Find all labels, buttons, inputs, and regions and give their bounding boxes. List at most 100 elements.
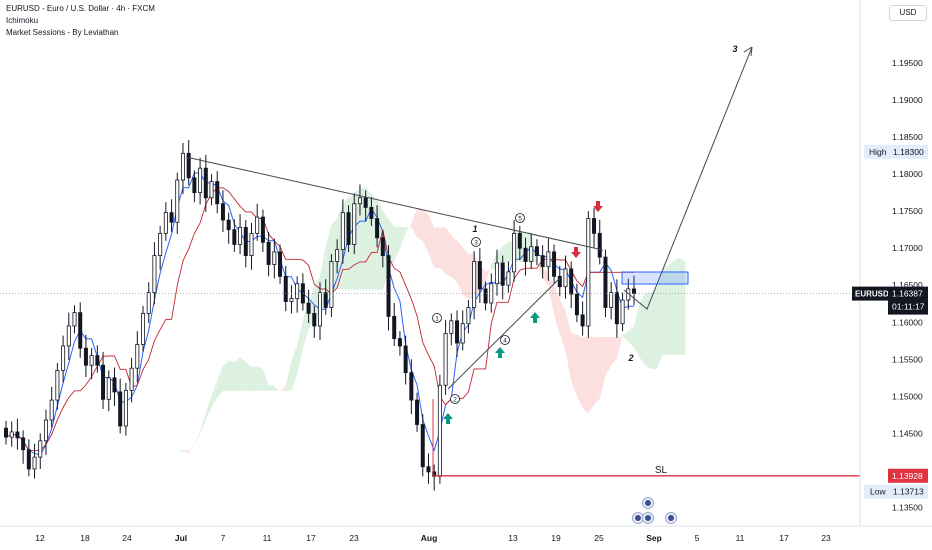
candle-body bbox=[152, 255, 157, 294]
wave-circle bbox=[432, 313, 442, 323]
cloud-segment bbox=[240, 357, 246, 391]
candle-body bbox=[500, 262, 505, 286]
current-price-value: 1.16387 bbox=[892, 289, 923, 299]
time-tick-label: Aug bbox=[421, 533, 438, 543]
candle-body bbox=[466, 307, 471, 325]
time-tick-label: 12 bbox=[35, 533, 45, 543]
candles bbox=[4, 140, 637, 491]
cloud-segment bbox=[451, 235, 458, 282]
candle-body bbox=[403, 345, 408, 374]
candle-body bbox=[158, 232, 163, 256]
projection-label: 3 bbox=[732, 44, 737, 54]
cloud-segment bbox=[542, 268, 549, 287]
candle-body bbox=[118, 391, 123, 427]
time-tick-label: 5 bbox=[695, 533, 700, 543]
price-tick-label: 1.15500 bbox=[892, 354, 923, 364]
cloud-segment bbox=[679, 257, 686, 355]
candle-body bbox=[135, 344, 140, 369]
indicator-market-sessions-label[interactable]: Market Sessions - By Leviathan bbox=[6, 28, 119, 37]
candle-body bbox=[477, 261, 482, 290]
cloud-segment bbox=[576, 334, 583, 409]
candle-body bbox=[283, 275, 288, 302]
cloud-segment bbox=[411, 208, 418, 238]
cloud-segment bbox=[211, 380, 218, 408]
cloud-segment bbox=[274, 385, 281, 393]
cloud-segment bbox=[651, 288, 657, 369]
candle-body bbox=[586, 218, 591, 327]
cloud-segment bbox=[588, 337, 595, 414]
cloud-segment bbox=[645, 292, 652, 369]
cloud-segment bbox=[291, 344, 298, 391]
sl-value: 1.13928 bbox=[892, 471, 923, 481]
indicator-ichimoku-label[interactable]: Ichimoku bbox=[6, 16, 39, 25]
candle-body bbox=[597, 232, 602, 258]
candle-body bbox=[369, 207, 374, 219]
candle-body bbox=[580, 314, 585, 327]
candle-body bbox=[574, 293, 579, 316]
candle-body bbox=[146, 292, 151, 314]
ichimoku-cloud bbox=[154, 186, 686, 453]
candle-body bbox=[278, 251, 283, 277]
cloud-segment bbox=[200, 412, 206, 435]
cloud-segment bbox=[297, 320, 303, 375]
candle-body bbox=[386, 255, 391, 317]
candle-body bbox=[220, 203, 225, 221]
time-tick-label: 24 bbox=[122, 533, 132, 543]
time-tick-label: 11 bbox=[736, 533, 745, 543]
cloud-segment bbox=[554, 285, 560, 335]
time-tick-label: 7 bbox=[221, 533, 226, 543]
projection-path bbox=[623, 46, 753, 310]
cloud-segment bbox=[662, 264, 669, 355]
candle-body bbox=[272, 251, 277, 265]
candle-body bbox=[186, 152, 191, 179]
candle-body bbox=[163, 212, 168, 234]
buy-arrow bbox=[530, 312, 540, 323]
candle-body bbox=[249, 232, 254, 256]
candle-body bbox=[101, 364, 106, 400]
cloud-segment bbox=[628, 326, 634, 348]
cloud-segment bbox=[571, 332, 577, 396]
currency-button[interactable]: USD bbox=[889, 5, 927, 21]
cloud-segment bbox=[616, 335, 623, 359]
candle-body bbox=[443, 332, 448, 386]
time-tick-label: 17 bbox=[306, 533, 316, 543]
cloud-segment bbox=[217, 366, 223, 398]
cloud-segment bbox=[205, 395, 212, 420]
cloud-segment bbox=[251, 366, 258, 391]
price-tick-label: 1.19000 bbox=[892, 95, 923, 105]
event-flag-core bbox=[635, 515, 641, 521]
wave-circle bbox=[500, 335, 510, 345]
cloud-segment bbox=[257, 366, 263, 391]
candle-body bbox=[483, 288, 488, 304]
cloud-segment bbox=[605, 337, 612, 376]
price-tick-label: 1.13500 bbox=[892, 502, 923, 512]
candle-body bbox=[506, 271, 511, 286]
candle-body bbox=[426, 466, 431, 473]
cloud-segment bbox=[171, 440, 178, 451]
candle-body bbox=[32, 456, 37, 470]
countdown-value: 01:11:17 bbox=[892, 302, 925, 312]
cloud-segment bbox=[428, 214, 435, 269]
cloud-segment bbox=[559, 298, 566, 351]
candle-body bbox=[26, 449, 31, 470]
cloud-segment bbox=[634, 302, 640, 358]
cloud-segment bbox=[565, 311, 572, 382]
wave-label: 2 bbox=[453, 397, 457, 404]
candle-body bbox=[95, 355, 100, 366]
candle-body bbox=[21, 437, 26, 451]
sell-arrow bbox=[593, 201, 603, 212]
price-tick-label: 1.18500 bbox=[892, 132, 923, 142]
candle-body bbox=[329, 261, 334, 308]
price-tick-label: 1.16500 bbox=[892, 280, 923, 290]
low-label-bg bbox=[864, 484, 928, 499]
symbol-tag-bg bbox=[852, 286, 888, 301]
candle-body bbox=[106, 377, 111, 400]
high-value: 1.18300 bbox=[893, 147, 924, 157]
time-tick-label: 13 bbox=[508, 533, 518, 543]
cloud-segment bbox=[462, 247, 469, 300]
cloud-segment bbox=[394, 226, 400, 261]
cloud-segment bbox=[656, 268, 663, 369]
candle-body bbox=[346, 212, 351, 245]
candle-body bbox=[226, 219, 231, 231]
